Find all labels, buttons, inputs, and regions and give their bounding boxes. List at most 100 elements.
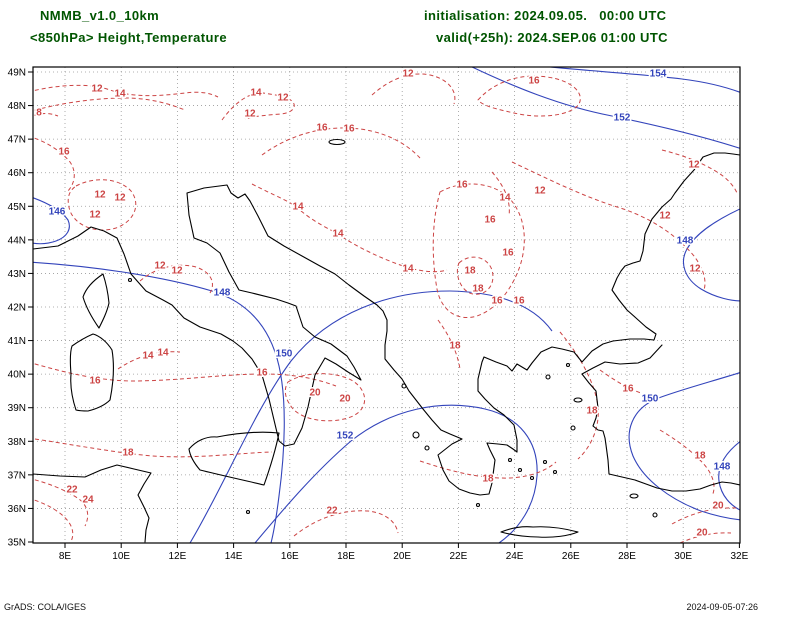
coastline [545,374,551,380]
lon-axis-label: 14E [225,551,243,562]
coastline [629,493,639,499]
temperature-contour-label: 14 [499,193,511,204]
temperature-contour-line [33,137,75,193]
temperature-contour-label: 16 [316,123,328,134]
temperature-contour-line [33,84,219,98]
temperature-contour-label: 18 [586,406,598,417]
coastline [475,502,481,508]
temperature-contour-label: 16 [58,147,70,158]
coastline [529,475,535,481]
temperature-contour-label: 12 [91,84,103,95]
coastline [33,464,152,543]
header-valid-time: valid(+25h): 2024.SEP.06 01:00 UTC [436,30,668,45]
grid-lines [33,67,740,543]
lon-axis-label: 12E [169,551,187,562]
temperature-contour-label: 20 [712,501,724,512]
coastline [517,467,523,473]
temperature-contour-line [221,92,295,121]
header-field-title: <850hPa> Height,Temperature [30,30,227,45]
height-contour-line [628,372,740,521]
temperature-contour-label: 24 [82,495,94,506]
lat-axis-label: 37N [8,470,26,481]
lat-axis-label: 40N [8,370,26,381]
temperature-contour-line [419,460,557,479]
temperature-contour-label: 14 [157,348,169,359]
lon-axis-label: 32E [731,551,749,562]
height-contours [33,67,740,543]
temperature-contour-line [511,161,706,291]
temperature-contour-line [251,183,448,273]
temperature-contour-label: 16 [502,248,514,259]
lon-axis-label: 26E [562,551,580,562]
lat-axis-label: 43N [8,269,26,280]
lat-axis-label: 47N [8,135,26,146]
temperature-contour-line [117,351,181,370]
height-contour-label: 148 [677,236,694,247]
temperature-contour-label: 12 [171,266,183,277]
temperature-contour-line [456,256,494,295]
height-contour-line [33,261,285,543]
lon-axis-label: 16E [281,551,299,562]
temperature-contour-line [33,362,337,387]
coastline [69,333,115,412]
temperature-contour-label: 14 [250,88,262,99]
lon-axis-label: 22E [450,551,468,562]
temperature-contour-label: 12 [688,160,700,171]
height-contour-line [683,208,740,302]
coastline [581,344,740,492]
lat-axis-label: 36N [8,504,26,515]
temperature-contour-label: 12 [244,109,256,120]
temperature-contour-label: 22 [66,485,78,496]
temperature-contour-line [437,319,461,370]
coastline [552,469,558,475]
coastline [570,425,576,431]
temperature-contour-line [33,478,89,527]
coastline [500,526,579,538]
temperature-contour-label: 20 [309,388,321,399]
temperature-contour-label: 20 [696,528,708,539]
lat-axis-label: 35N [8,537,26,548]
temperature-contour-line [33,499,74,543]
temperature-contour-label: 16 [343,124,355,135]
temperature-contour-label: 18 [464,266,476,277]
temperature-contour-label: 16 [89,376,101,387]
lat-axis-label: 41N [8,336,26,347]
footer-generation-timestamp: 2024-09-05-07:26 [686,602,758,612]
temperature-contour-label: 14 [402,264,414,275]
coastline [507,457,513,463]
lat-axis-label: 45N [8,202,26,213]
height-contour-label: 150 [276,349,293,360]
temperature-contour-label: 16 [484,215,496,226]
coastline [33,152,740,496]
lon-axis-label: 8E [59,551,72,562]
height-contour-line [470,67,740,149]
temperature-contour-label: 18 [122,448,134,459]
header-model-title: NMMB_v1.0_10km [40,8,160,23]
coastlines [33,138,740,543]
lon-axis-label: 10E [112,551,130,562]
temperature-contour-label: 18 [472,284,484,295]
lat-axis-label: 38N [8,437,26,448]
temperature-contour-label: 12 [89,210,101,221]
height-contour-line [33,197,70,245]
lon-axis-label: 24E [506,551,524,562]
lat-axis-label: 39N [8,403,26,414]
temperature-contour-label: 16 [256,368,268,379]
temperature-contour-label: 12 [402,69,414,80]
temperature-contour-label: 8 [36,108,42,119]
coastline [542,459,548,465]
temperature-contour-line [293,510,399,537]
map-frame [32,66,741,544]
coastline [573,397,583,403]
lon-axis-label: 28E [618,551,636,562]
axis-ticks [28,71,740,548]
temperature-contour-line [661,149,738,194]
coastline [188,431,280,486]
lat-axis-label: 42N [8,302,26,313]
height-contour-line [718,440,740,511]
temperature-contour-label: 16 [456,180,468,191]
height-contour-label: 152 [614,113,631,124]
